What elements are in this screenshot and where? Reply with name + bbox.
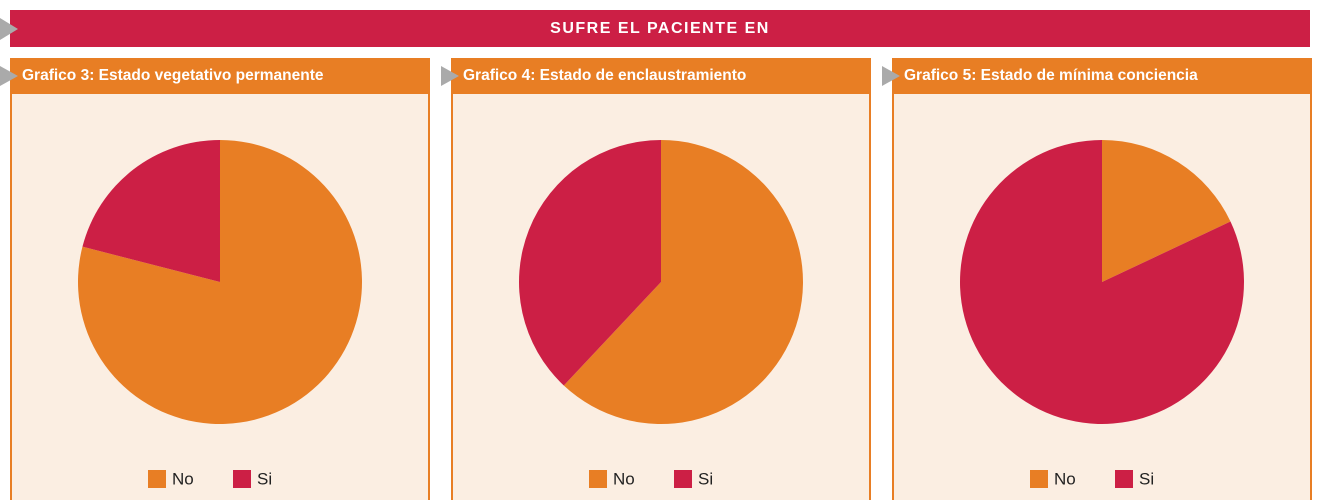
legend-label: No xyxy=(613,469,635,488)
pie-slice xyxy=(78,140,363,424)
legend-label: Si xyxy=(257,469,272,488)
panel-header xyxy=(451,58,871,94)
pie-slice xyxy=(82,140,221,282)
legend-swatch xyxy=(674,470,692,488)
banner xyxy=(10,10,1310,47)
pie-slice xyxy=(960,140,1245,424)
panel-arrow xyxy=(0,66,18,86)
legend-label: Si xyxy=(1139,469,1154,488)
panel-header xyxy=(892,58,1312,94)
legend-label: No xyxy=(172,469,194,488)
pie-slice xyxy=(563,140,803,424)
pie-slice xyxy=(519,140,661,386)
panel-header xyxy=(10,58,430,94)
pie-slice xyxy=(1102,140,1231,282)
legend-swatch xyxy=(148,470,166,488)
panel-arrow xyxy=(882,66,900,86)
panel-arrow xyxy=(441,66,459,86)
legend-swatch xyxy=(233,470,251,488)
legend-label: Si xyxy=(698,469,713,488)
legend-swatch xyxy=(1115,470,1133,488)
legend-label: No xyxy=(1054,469,1076,488)
panel-title: Grafico 5: Estado de mínima conciencia xyxy=(904,67,1198,84)
legend-swatch xyxy=(589,470,607,488)
panel-title: Grafico 3: Estado vegetativo permanente xyxy=(22,67,324,84)
banner-arrow xyxy=(0,18,18,40)
banner-title: SUFRE EL PACIENTE EN xyxy=(550,20,770,37)
legend-swatch xyxy=(1030,470,1048,488)
panel-title: Grafico 4: Estado de enclaustramiento xyxy=(463,67,746,84)
